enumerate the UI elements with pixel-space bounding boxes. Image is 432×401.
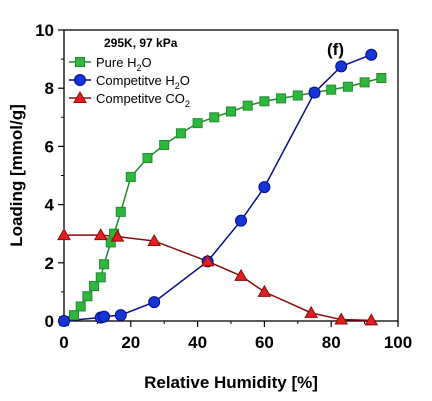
y-axis-title: Loading [mmol/g] — [7, 104, 26, 247]
data-point-pure-h2o — [359, 77, 370, 88]
legend-marker-competitive-h2o — [74, 74, 86, 86]
data-point-pure-h2o — [326, 84, 337, 95]
x-tick-label: 0 — [59, 333, 68, 352]
data-point-competitive-h2o — [114, 309, 127, 322]
data-point-pure-h2o — [115, 206, 126, 217]
data-point-competitive-h2o — [98, 310, 111, 323]
data-point-pure-h2o — [142, 153, 153, 164]
legend-label-pure-h2o: Pure H2O — [96, 55, 152, 73]
data-point-competitive-co2 — [110, 229, 125, 242]
data-point-pure-h2o — [69, 310, 80, 321]
series-line-pure-h2o — [63, 77, 382, 322]
y-tick-label: 8 — [45, 79, 54, 98]
data-point-pure-h2o — [276, 93, 287, 104]
data-point-pure-h2o — [226, 106, 236, 117]
y-tick-label: 6 — [45, 137, 54, 156]
y-tick-label: 0 — [45, 312, 54, 331]
data-point-pure-h2o — [159, 139, 170, 150]
x-axis-title: Relative Humidity [%] — [144, 373, 318, 392]
data-point-competitive-co2 — [57, 228, 71, 241]
data-point-competitive-co2 — [257, 284, 272, 297]
data-point-pure-h2o — [376, 73, 387, 84]
data-point-competitive-h2o — [58, 315, 70, 327]
data-point-competitive-h2o — [148, 296, 161, 309]
data-point-competitive-co2 — [93, 228, 108, 241]
x-tick-label: 100 — [384, 333, 412, 352]
data-point-competitive-co2 — [234, 268, 248, 281]
series-markers — [57, 48, 387, 327]
legend-marker-competitive-co2 — [73, 90, 87, 103]
x-tick-label: 20 — [121, 333, 140, 352]
data-point-competitive-co2 — [200, 254, 215, 267]
x-tick-label: 60 — [255, 333, 274, 352]
axes: 0 20 40 60 80 100 0 2 4 6 8 10 — [35, 21, 412, 352]
legend-title: 295K, 97 kPa — [104, 36, 178, 50]
series-line-competitive-co2 — [64, 234, 372, 322]
panel-label: (f) — [327, 40, 344, 59]
y-tick-label: 10 — [35, 21, 54, 40]
data-point-competitive-co2 — [334, 312, 349, 325]
data-point-pure-h2o — [192, 118, 203, 129]
data-point-competitive-co2 — [304, 305, 319, 318]
legend-label-competitive-co2: Competitve CO2 — [96, 91, 190, 109]
data-point-competitive-co2 — [364, 313, 379, 326]
data-point-pure-h2o — [175, 128, 186, 139]
data-point-pure-h2o — [75, 301, 86, 312]
data-point-pure-h2o — [95, 272, 106, 283]
y-tick-label: 2 — [45, 254, 54, 273]
x-tick-label: 40 — [188, 333, 207, 352]
data-point-pure-h2o — [82, 291, 93, 302]
legend-label-competitive-h2o: Competitve H2O — [96, 73, 190, 91]
data-point-competitive-h2o — [258, 181, 271, 194]
data-point-pure-h2o — [89, 281, 100, 292]
data-point-competitive-h2o — [365, 48, 378, 61]
data-point-pure-h2o — [125, 171, 136, 182]
data-point-pure-h2o — [209, 112, 220, 123]
data-point-competitive-h2o — [335, 60, 348, 73]
data-point-pure-h2o — [99, 259, 110, 270]
data-point-pure-h2o — [242, 100, 253, 111]
data-point-competitive-h2o — [308, 86, 321, 99]
data-point-competitive-h2o — [235, 214, 248, 227]
data-point-pure-h2o — [292, 90, 303, 101]
data-point-competitive-co2 — [147, 233, 162, 246]
data-point-pure-h2o — [342, 81, 353, 92]
y-tick-label: 4 — [45, 196, 55, 215]
legend-marker-pure-h2o — [75, 57, 85, 67]
x-tick-label: 80 — [322, 333, 341, 352]
data-point-pure-h2o — [259, 96, 270, 107]
